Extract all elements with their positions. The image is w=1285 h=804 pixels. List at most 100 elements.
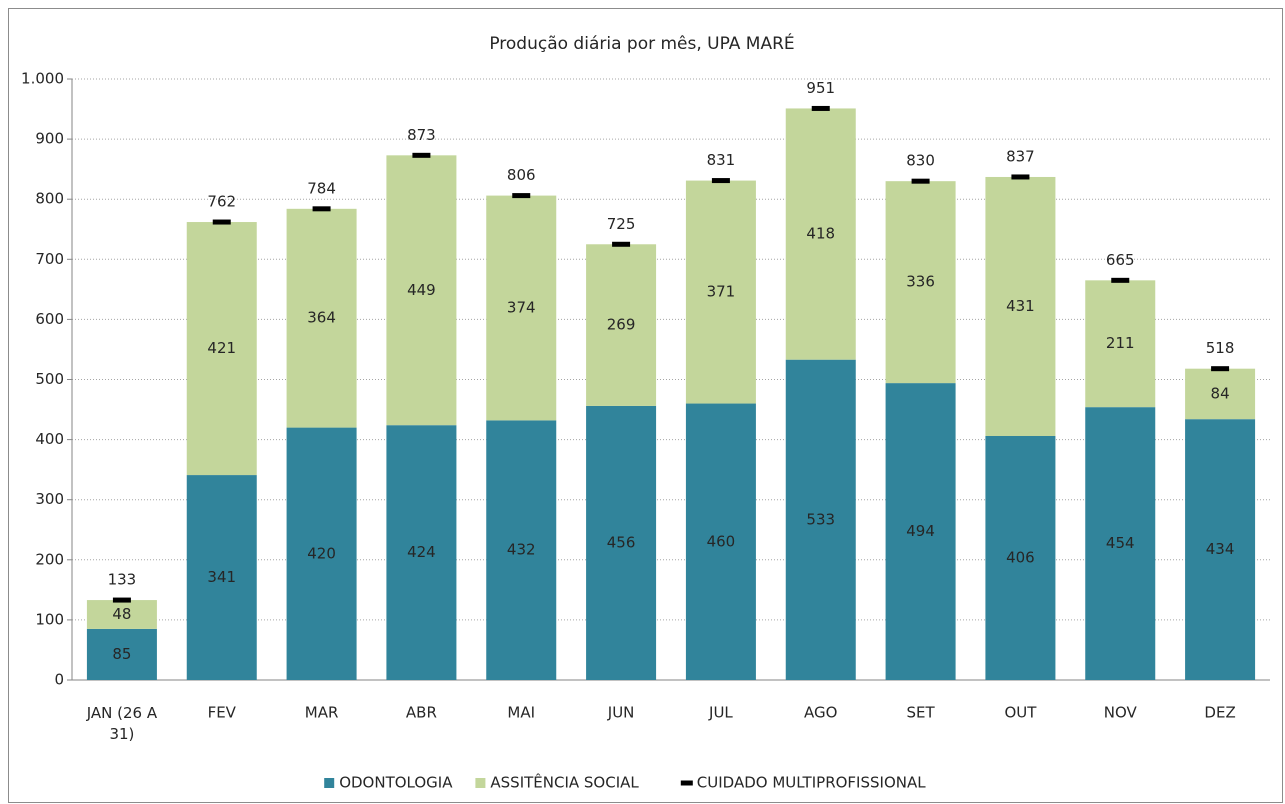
- data-label: 434: [1206, 540, 1235, 558]
- legend-label: CUIDADO MULTIPROFISSIONAL: [697, 774, 926, 792]
- data-label: 406: [1006, 548, 1035, 566]
- data-label: 830: [906, 152, 935, 170]
- data-label: 364: [307, 309, 336, 327]
- bar-segment: [186, 475, 257, 680]
- bar-segment: [685, 180, 756, 404]
- data-label: 494: [906, 522, 935, 540]
- x-tick-label: SET: [906, 704, 935, 722]
- marker: [112, 597, 131, 603]
- bar-segment: [386, 425, 457, 680]
- chart-title: Produção diária por mês, UPA MARÉ: [489, 32, 794, 54]
- bar-segment: [885, 383, 956, 680]
- y-tick-label: 700: [35, 250, 64, 268]
- data-label: 460: [707, 532, 736, 550]
- bar-segment: [386, 155, 457, 426]
- marker: [1011, 174, 1030, 180]
- bar-segment: [785, 108, 856, 360]
- data-label: 48: [112, 605, 131, 623]
- data-label: 341: [207, 568, 236, 586]
- data-label: 84: [1211, 384, 1230, 402]
- bar-segment: [985, 176, 1056, 436]
- data-label: 725: [607, 215, 636, 233]
- data-label: 418: [806, 225, 835, 243]
- data-label: 873: [407, 126, 436, 144]
- legend-swatch: [475, 778, 486, 788]
- marker: [212, 219, 231, 225]
- bar-segment: [685, 403, 756, 680]
- bar-segment: [1185, 419, 1256, 680]
- y-tick-label: 200: [35, 550, 64, 568]
- x-tick-label: MAI: [507, 704, 535, 722]
- marker: [1111, 277, 1130, 283]
- data-label: 420: [307, 544, 336, 562]
- data-label: 454: [1106, 534, 1135, 552]
- marker: [1211, 366, 1230, 372]
- data-label: 432: [507, 541, 536, 559]
- data-label: 784: [307, 179, 336, 197]
- data-label: 211: [1106, 334, 1135, 352]
- x-tick-label: FEV: [208, 704, 237, 722]
- data-label: 533: [806, 510, 835, 528]
- data-label: 374: [507, 298, 536, 316]
- x-tick-label: DEZ: [1204, 704, 1235, 722]
- x-tick-label: ABR: [406, 704, 437, 722]
- data-label: 762: [207, 193, 236, 211]
- data-label: 269: [607, 316, 636, 334]
- marker: [811, 105, 830, 111]
- y-tick-label: 800: [35, 190, 64, 208]
- bar-segment: [586, 244, 657, 406]
- marker: [911, 178, 930, 184]
- data-label: 424: [407, 543, 436, 561]
- bar-segment: [286, 208, 357, 428]
- y-tick-label: 400: [35, 430, 64, 448]
- x-tick-label: MAR: [305, 704, 339, 722]
- data-label: 518: [1206, 339, 1235, 357]
- bar-segment: [486, 195, 557, 421]
- data-label: 431: [1006, 297, 1035, 315]
- y-tick-label: 0: [54, 671, 64, 689]
- bar-segment: [586, 405, 657, 680]
- bar-segment: [885, 181, 956, 384]
- data-label: 371: [707, 283, 736, 301]
- y-tick-label: 600: [35, 310, 64, 328]
- y-tick-label: 500: [35, 370, 64, 388]
- x-tick-label: JUL: [708, 704, 733, 722]
- bar-segment: [785, 359, 856, 680]
- x-tick-label: JUN: [607, 704, 635, 722]
- marker: [512, 193, 531, 199]
- data-label: 336: [906, 273, 935, 291]
- data-label: 133: [108, 571, 137, 589]
- x-tick-label: AGO: [804, 704, 837, 722]
- bar-segment: [186, 222, 257, 476]
- data-label: 665: [1106, 251, 1135, 269]
- data-label: 85: [112, 645, 131, 663]
- bar-segment: [86, 628, 157, 680]
- bar-segment: [985, 435, 1056, 680]
- legend-swatch: [680, 780, 693, 786]
- bar-segment: [1085, 280, 1156, 408]
- y-tick-label: 900: [35, 130, 64, 148]
- marker: [412, 152, 431, 158]
- legend-label: ASSITÊNCIA SOCIAL: [490, 773, 639, 792]
- marker: [312, 206, 331, 212]
- data-label: 449: [407, 281, 436, 299]
- data-label: 421: [207, 339, 236, 357]
- y-tick-label: 1.000: [21, 70, 64, 88]
- data-label: 837: [1006, 147, 1035, 165]
- marker: [612, 241, 631, 247]
- data-label: 806: [507, 166, 536, 184]
- x-tick-label: JAN (26 A 31): [86, 704, 158, 743]
- data-label: 951: [806, 79, 835, 97]
- x-tick-label: OUT: [1004, 704, 1037, 722]
- x-tick-label: NOV: [1104, 704, 1138, 722]
- bar-segment: [486, 420, 557, 680]
- bar-segment: [286, 427, 357, 680]
- y-tick-label: 100: [35, 610, 64, 628]
- bar-segment: [86, 600, 157, 629]
- data-label: 456: [607, 533, 636, 551]
- y-tick-label: 300: [35, 490, 64, 508]
- bar-segment: [1185, 368, 1256, 420]
- bar-segment: [1085, 407, 1156, 680]
- legend-swatch: [324, 778, 335, 788]
